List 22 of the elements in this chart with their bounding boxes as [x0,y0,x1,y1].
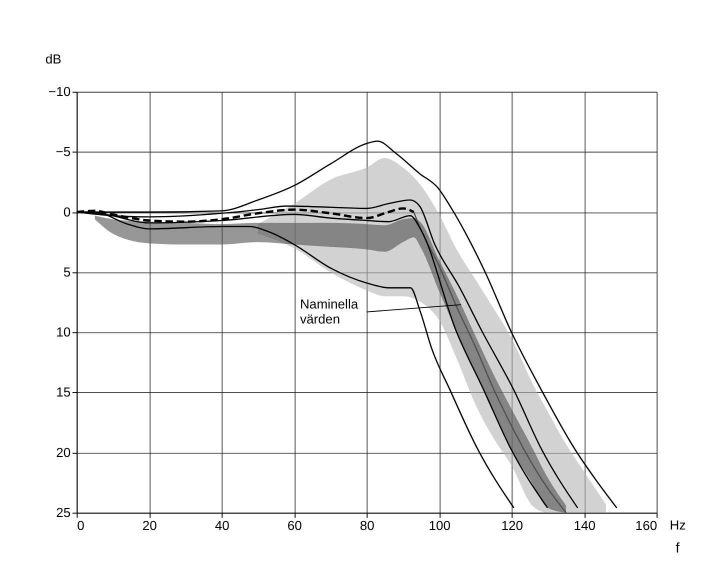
x-tick-label: 20 [142,518,157,534]
line-series [413,211,567,514]
y-tick-label: 15 [56,384,71,400]
x-tick-label: 40 [214,518,230,534]
y-tick-label: 25 [56,504,71,520]
y-tick-label: 10 [56,324,71,340]
y-axis-title: dB [45,51,62,66]
x-tick-label: 80 [360,518,374,534]
x-tick-label: 120 [501,518,524,534]
x-tick-label: 140 [574,518,596,534]
y-tick-label: 0 [63,204,71,220]
y-tick-label: −5 [56,144,71,160]
x-tick-label: 0 [77,518,84,534]
y-tick-label: 20 [56,444,71,460]
text: Hz [670,518,686,533]
x-axis-title: f [676,539,680,556]
y-tick-label: 5 [63,264,71,280]
x-tick-label: 100 [428,518,451,534]
x-tick-label: 160 [635,518,658,534]
annotation: Naminella värden [300,296,359,326]
y-tick-label: −10 [48,84,71,99]
x-tick-label: 60 [287,518,302,534]
